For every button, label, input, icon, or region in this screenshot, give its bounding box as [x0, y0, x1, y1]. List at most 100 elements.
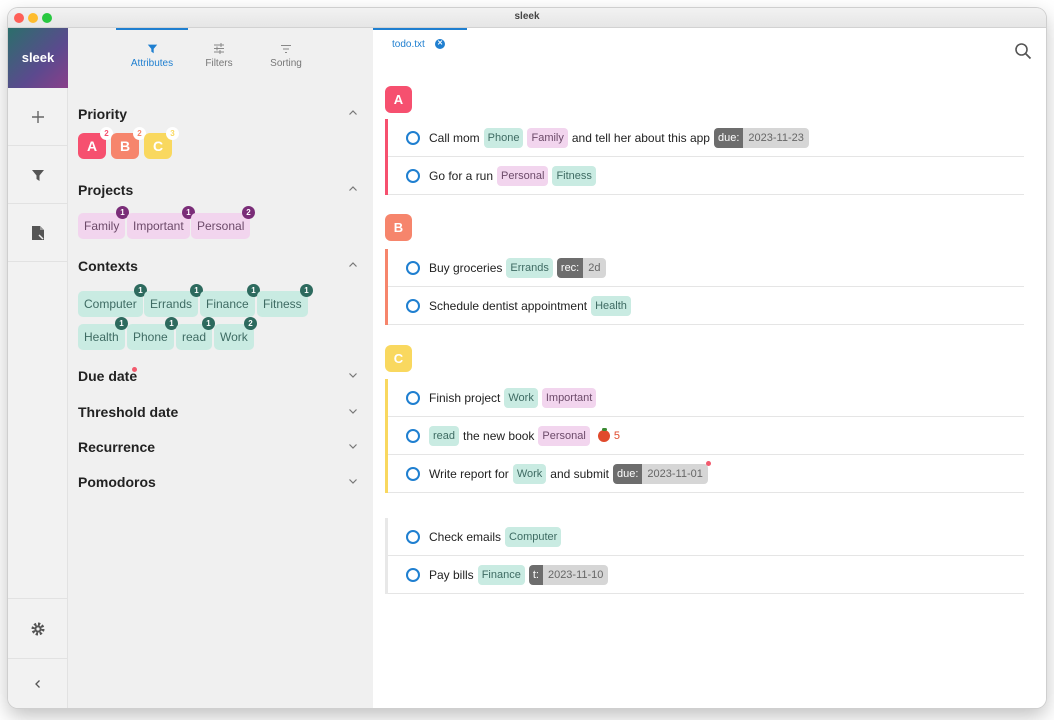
priority-bar	[385, 379, 388, 417]
collapse-drawer-button[interactable]	[8, 658, 68, 708]
projects-header[interactable]: Projects	[78, 179, 358, 201]
recurrence-section: Recurrence	[78, 436, 358, 458]
add-todo-button[interactable]	[8, 88, 68, 146]
project-count-badge: 2	[242, 206, 255, 219]
context-tag[interactable]: Errands	[506, 258, 553, 278]
priority-chip-c[interactable]: C 3	[144, 127, 179, 159]
todo-content: Finish project Work Important	[429, 379, 597, 417]
minimize-window-button[interactable]	[28, 13, 38, 23]
context-tag[interactable]: Health	[591, 296, 631, 316]
contexts-section: Contexts Computer 1 Errands 1 Finance 1 …	[78, 255, 358, 367]
todo-row[interactable]: read the new book Personal 5	[385, 417, 1024, 455]
todo-row[interactable]: Write report for Work and submit due: 202…	[385, 455, 1024, 493]
priority-header[interactable]: Priority	[78, 103, 358, 125]
archive-button[interactable]	[8, 204, 68, 262]
context-chip-health[interactable]: Health 1	[78, 317, 128, 350]
chevron-down-icon	[349, 373, 357, 378]
context-chip-computer[interactable]: Computer 1	[78, 284, 147, 317]
priority-chip-a[interactable]: A 2	[78, 127, 113, 159]
threshold-date-tag[interactable]: t: 2023-11-10	[528, 565, 609, 585]
recurrence-tag[interactable]: rec: 2d	[556, 258, 606, 278]
project-tag[interactable]: Important	[541, 388, 597, 408]
priority-bar	[385, 249, 388, 287]
todo-row[interactable]: Check emails Computer	[385, 518, 1024, 556]
context-tag[interactable]: Phone	[483, 128, 524, 148]
due-date-header[interactable]: Due date	[78, 365, 358, 387]
close-icon[interactable]: ✕	[435, 39, 445, 49]
tab-sorting[interactable]: Sorting	[248, 28, 324, 80]
due-date-tag[interactable]: due: 2023-11-01	[612, 464, 708, 484]
project-tag[interactable]: Personal	[538, 426, 590, 446]
complete-checkbox[interactable]	[406, 568, 420, 582]
settings-button[interactable]	[8, 598, 68, 658]
context-tag[interactable]: read	[429, 426, 460, 446]
context-label: Health	[84, 330, 119, 344]
todo-text: Buy groceries	[429, 261, 503, 275]
complete-checkbox[interactable]	[406, 391, 420, 405]
threshold-date-header[interactable]: Threshold date	[78, 401, 358, 423]
context-tag[interactable]: Work	[504, 388, 538, 408]
tab-filters[interactable]: Filters	[181, 28, 257, 80]
todo-row[interactable]: Pay bills Finance t: 2023-11-10	[385, 556, 1024, 594]
context-chip-finance[interactable]: Finance 1	[200, 284, 260, 317]
due-value: 2023-11-23	[743, 128, 809, 148]
todo-content: Call mom Phone Family and tell her about…	[429, 119, 809, 157]
todo-text: Go for a run	[429, 169, 494, 183]
navigation-rail: sleek	[8, 28, 68, 708]
context-tag[interactable]: Computer	[505, 527, 562, 547]
rec-value: 2d	[583, 258, 606, 278]
context-label: read	[182, 330, 207, 344]
todo-text: the new book	[463, 429, 535, 443]
context-chip-phone[interactable]: Phone 1	[127, 317, 178, 350]
context-tag[interactable]: Fitness	[552, 166, 596, 186]
recurrence-header[interactable]: Recurrence	[78, 436, 358, 458]
todo-content: Buy groceries Errands rec: 2d	[429, 249, 606, 287]
maximize-window-button[interactable]	[42, 13, 52, 23]
context-chip-read[interactable]: read 1	[176, 317, 215, 350]
context-tag[interactable]: Work	[512, 464, 547, 484]
complete-checkbox[interactable]	[406, 261, 420, 275]
context-chip-fitness[interactable]: Fitness 1	[257, 284, 313, 317]
todo-row[interactable]: Call mom Phone Family and tell her about…	[385, 119, 1024, 157]
complete-checkbox[interactable]	[406, 467, 420, 481]
todo-text: Schedule dentist appointment	[429, 299, 588, 313]
complete-checkbox[interactable]	[406, 299, 420, 313]
priority-group-c-badge: C	[385, 345, 412, 372]
tab-attributes[interactable]: Attributes	[114, 28, 190, 80]
todo-text: Finish project	[429, 391, 501, 405]
toggle-filters-button[interactable]	[8, 146, 68, 204]
context-tag[interactable]: Finance	[477, 565, 525, 585]
project-chip-important[interactable]: Important 1	[127, 206, 195, 239]
todo-content: Go for a run Personal Fitness	[429, 157, 596, 195]
due-key: due:	[713, 128, 744, 148]
todo-row[interactable]: Finish project Work Important	[385, 379, 1024, 417]
context-chip-work[interactable]: Work 2	[214, 317, 257, 350]
close-window-button[interactable]	[14, 13, 24, 23]
project-chip-personal[interactable]: Personal 2	[191, 206, 255, 239]
complete-checkbox[interactable]	[406, 169, 420, 183]
file-tab-todo-txt[interactable]: todo.txt ✕	[373, 28, 467, 56]
todo-row[interactable]: Schedule dentist appointment Health	[385, 287, 1024, 325]
due-date-tag[interactable]: due: 2023-11-23	[713, 128, 809, 148]
context-label: Work	[220, 330, 248, 344]
todo-text: and tell her about this app	[571, 131, 710, 145]
search-icon[interactable]	[1014, 42, 1032, 60]
todo-row[interactable]: Buy groceries Errands rec: 2d	[385, 249, 1024, 287]
threshold-key: t:	[528, 565, 543, 585]
project-tag[interactable]: Personal	[497, 166, 549, 186]
complete-checkbox[interactable]	[406, 429, 420, 443]
todo-text: Check emails	[429, 530, 502, 544]
contexts-header[interactable]: Contexts	[78, 255, 358, 277]
overdue-indicator	[705, 460, 711, 466]
todo-row[interactable]: Go for a run Personal Fitness	[385, 157, 1024, 195]
complete-checkbox[interactable]	[406, 530, 420, 544]
context-chip-errands[interactable]: Errands 1	[144, 284, 203, 317]
priority-chip-b[interactable]: B 2	[111, 127, 146, 159]
priority-title: Priority	[78, 106, 128, 122]
complete-checkbox[interactable]	[406, 131, 420, 145]
todo-content: Schedule dentist appointment Health	[429, 287, 631, 325]
pomodoros-header[interactable]: Pomodoros	[78, 471, 358, 493]
project-chip-family[interactable]: Family 1	[78, 206, 129, 239]
project-tag[interactable]: Family	[527, 128, 568, 148]
project-count-badge: 1	[116, 206, 129, 219]
